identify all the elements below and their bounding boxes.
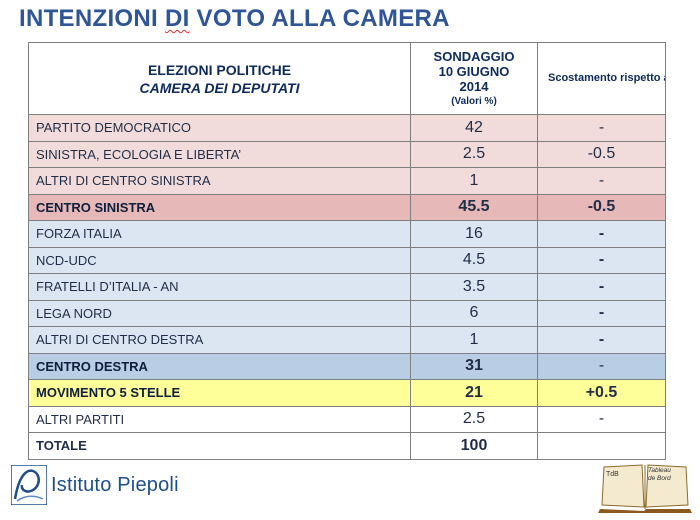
party-value: 2.5 [410,405,538,433]
book-label-right: Tableau de Bord [648,467,671,482]
coalition-value: 31 [410,352,538,380]
piepoli-logo: Istituto Piepoli [11,465,179,505]
header-survey-unit: (Valori %) [451,95,497,107]
slide-title: INTENZIONI DI VOTO ALLA CAMERA [19,5,450,33]
coalition-delta: +0.5 [537,379,666,407]
party-value: 16 [410,220,538,248]
party-delta: - [537,273,666,301]
table-row: LEGA NORD 6 - [28,299,666,327]
table-row: PARTITO DEMOCRATICO 42 - [28,114,666,142]
party-delta: - [537,167,666,195]
title-part: VOTO ALLA CAMERA [189,5,450,32]
party-name: ALTRI PARTITI [28,405,411,433]
party-delta: - [537,405,666,433]
coalition-delta: -0.5 [537,193,666,221]
party-delta: - [537,220,666,248]
party-delta: -0.5 [537,140,666,168]
party-value: 6 [410,299,538,327]
party-name: NCD-UDC [28,246,411,274]
header-survey-line: 2014 [459,78,489,94]
party-value: 3.5 [410,273,538,301]
total-label: TOTALE [28,432,411,460]
party-name: PARTITO DEMOCRATICO [28,114,411,142]
header-election-title: ELEZIONI POLITICHE [147,61,292,78]
coalition-name: CENTRO DESTRA [28,352,411,380]
party-name: FORZA ITALIA [28,220,411,248]
coalition-value: 45.5 [410,193,538,221]
table-row: ALTRI DI CENTRO DESTRA 1 - [28,326,666,354]
table-row-aggregate: MOVIMENTO 5 STELLE 21 +0.5 [28,379,666,407]
table-row: ALTRI DI CENTRO SINISTRA 1 - [28,167,666,195]
coalition-delta: - [537,352,666,380]
header-survey-line: SONDAGGIO [433,48,515,64]
table-row-aggregate: CENTRO SINISTRA 45.5 -0.5 [28,193,666,221]
header-delta-text: Scostamento rispetto alla settimana prec… [548,72,665,84]
table-row: NCD-UDC 4.5 - [28,246,666,274]
party-value: 4.5 [410,246,538,274]
total-delta [537,432,666,460]
title-part: DI [164,5,190,32]
party-value: 42 [410,114,538,142]
book-icon [598,464,692,513]
party-name: ALTRI DI CENTRO DESTRA [28,326,411,354]
header-survey-line: 10 GIUGNO [438,63,510,79]
table-row: FRATELLI D’ITALIA - AN 3.5 - [28,273,666,301]
party-name: SINISTRA, ECOLOGIA E LIBERTA’ [28,140,411,168]
total-value: 100 [410,432,538,460]
party-value: 1 [410,167,538,195]
party-name: LEGA NORD [28,299,411,327]
coalition-name: MOVIMENTO 5 STELLE [28,379,411,407]
table-row: FORZA ITALIA 16 - [28,220,666,248]
coalition-value: 21 [410,379,538,407]
header-election: ELEZIONI POLITICHE CAMERA DEI DEPUTATI [28,42,411,115]
party-delta: - [537,326,666,354]
table-row: SINISTRA, ECOLOGIA E LIBERTA’ 2.5 -0.5 [28,140,666,168]
piepoli-logo-text: Istituto Piepoli [51,473,179,496]
tableau-de-bord-book: TdB Tableau de Bord [596,463,696,515]
table-row-total: TOTALE 100 [28,432,666,460]
header-election-subtitle: CAMERA DEI DEPUTATI [139,79,300,96]
header-survey: SONDAGGIO 10 GIUGNO 2014 (Valori %) [410,42,538,115]
coalition-name: CENTRO SINISTRA [28,193,411,221]
party-delta: - [537,114,666,142]
table-row-aggregate: CENTRO DESTRA 31 - [28,352,666,380]
header-row: ELEZIONI POLITICHE CAMERA DEI DEPUTATI S… [28,42,666,115]
party-name: ALTRI DI CENTRO SINISTRA [28,167,411,195]
title-part: INTENZIONI [19,5,165,32]
party-name: FRATELLI D’ITALIA - AN [28,273,411,301]
party-value: 2.5 [410,140,538,168]
header-delta: Scostamento rispetto alla settimana prec… [537,42,666,115]
book-label-left: TdB [606,471,619,478]
party-value: 1 [410,326,538,354]
poll-table: ELEZIONI POLITICHE CAMERA DEI DEPUTATI S… [28,42,666,460]
party-delta: - [537,246,666,274]
piepoli-logo-icon [11,465,47,505]
table-row: ALTRI PARTITI 2.5 - [28,405,666,433]
party-delta: - [537,299,666,327]
